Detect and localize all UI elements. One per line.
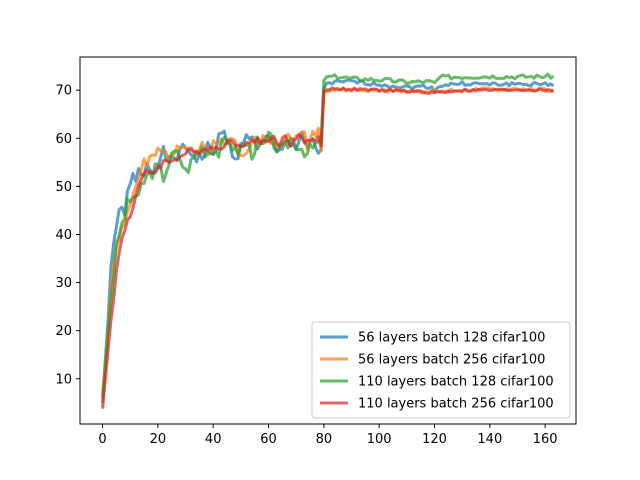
plot-frame xyxy=(79,56,577,425)
legend-label: 56 layers batch 128 cifar100 xyxy=(358,331,545,346)
x-tick-label: 60 xyxy=(260,432,277,447)
y-tick-label: 60 xyxy=(55,132,72,147)
y-tick-label: 50 xyxy=(55,180,72,195)
x-tick-label: 40 xyxy=(205,432,222,447)
legend-box xyxy=(311,321,571,419)
ticks-layer: 0 20 40 60 80 100 120 140 160 10 20 30 40 50 60 70 xyxy=(55,84,557,447)
legend-label: 56 layers batch 256 cifar100 xyxy=(358,353,545,368)
y-tick-label: 30 xyxy=(55,276,72,291)
x-tick-label: 160 xyxy=(533,432,558,447)
series-line-3 xyxy=(101,72,555,403)
x-tick-label: 120 xyxy=(422,432,447,447)
y-tick-label: 70 xyxy=(55,84,72,99)
x-tick-label: 140 xyxy=(477,432,502,447)
legend-label: 110 layers batch 256 cifar100 xyxy=(358,397,554,412)
y-tick-label: 40 xyxy=(55,228,72,243)
x-tick-label: 20 xyxy=(150,432,167,447)
legend: 56 layers batch 128 cifar100 56 layers ba… xyxy=(311,321,571,419)
series-layer xyxy=(101,72,555,409)
y-tick-label: 20 xyxy=(55,324,72,339)
legend-label: 110 layers batch 128 cifar100 xyxy=(358,375,554,390)
x-tick-label: 80 xyxy=(316,432,333,447)
series-line-4 xyxy=(101,86,555,409)
y-tick-label: 10 xyxy=(55,372,72,387)
x-tick-label: 100 xyxy=(367,432,392,447)
x-tick-label: 0 xyxy=(98,432,106,447)
